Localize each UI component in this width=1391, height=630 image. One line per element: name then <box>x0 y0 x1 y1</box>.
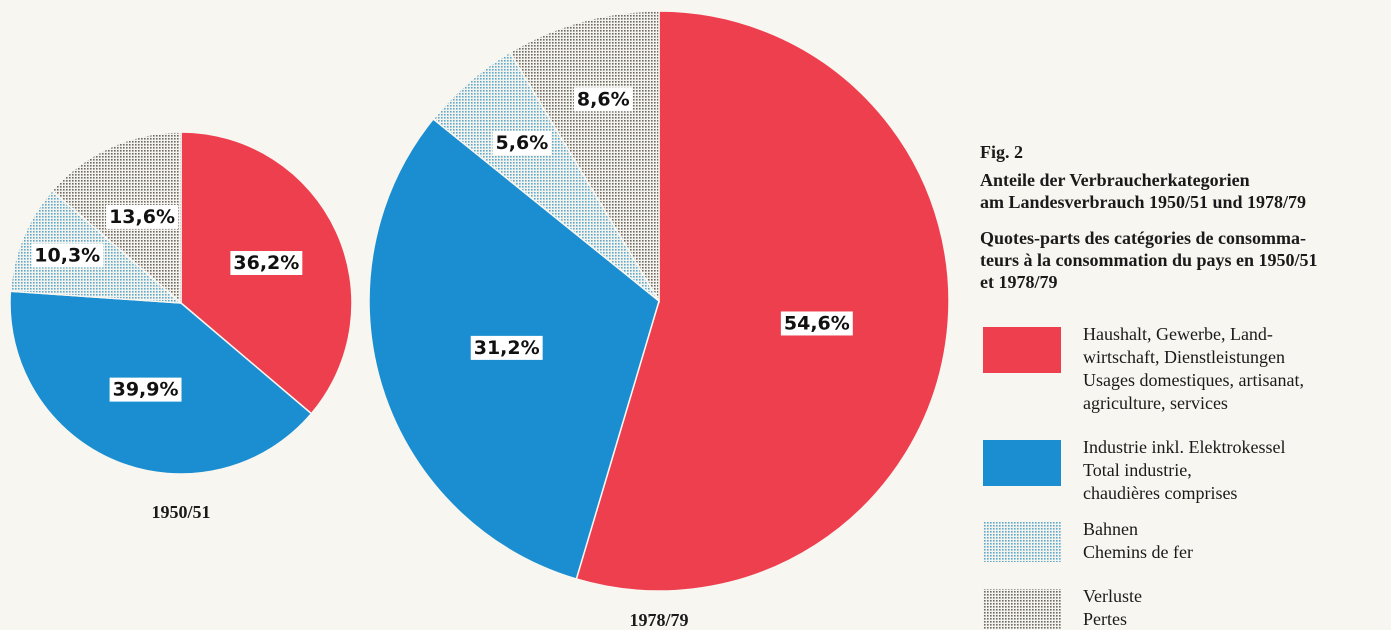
legend-text: agriculture, services <box>1083 393 1228 413</box>
value-label-bg <box>573 87 633 112</box>
legend-swatch <box>983 327 1061 373</box>
legend-text: Industrie inkl. Elektrokessel <box>1083 437 1285 457</box>
legend-text: Total industrie, <box>1083 460 1192 480</box>
value-label: 10,3% <box>34 244 100 266</box>
legend-text: Usages domestiques, artisanat, <box>1083 370 1304 390</box>
value-label-bg <box>106 204 178 229</box>
legend-swatch <box>983 589 1061 629</box>
legend-text: chaudières comprises <box>1083 483 1237 503</box>
pie-title: 1950/51 <box>151 502 210 522</box>
value-label-bg <box>470 335 543 360</box>
value-label: 39,9% <box>113 379 179 401</box>
title-de: am Landesverbrauch 1950/51 und 1978/79 <box>980 192 1306 212</box>
value-label-bg <box>230 250 303 275</box>
value-label: 13,6% <box>109 206 175 228</box>
value-label-bg <box>492 131 552 156</box>
title-de: Anteile der Verbraucherkategorien <box>980 170 1250 190</box>
pie-slice <box>508 10 660 304</box>
legend-swatch <box>983 440 1061 486</box>
value-label: 8,6% <box>577 88 630 110</box>
pie-slice <box>575 10 950 592</box>
legend-text: Bahnen <box>1083 519 1138 539</box>
title-fr: teurs à la consommation du pays en 1950/… <box>980 250 1318 270</box>
legend-text: Pertes <box>1083 609 1127 629</box>
value-label-bg <box>31 243 104 268</box>
value-label: 31,2% <box>474 337 540 359</box>
value-label: 5,6% <box>496 132 549 154</box>
legend-text: Haushalt, Gewerbe, Land- <box>1083 324 1273 344</box>
value-label: 54,6% <box>784 312 850 334</box>
legend-swatch <box>983 522 1061 562</box>
value-label: 36,2% <box>233 252 299 274</box>
figure-label: Fig. 2 <box>980 142 1023 162</box>
pie-title: 1978/79 <box>629 610 688 630</box>
value-label-bg <box>109 377 182 402</box>
title-fr: Quotes-parts des catégories de consomma- <box>980 228 1306 248</box>
legend-text: Verluste <box>1083 586 1142 606</box>
legend-text: wirtschaft, Dienstleistungen <box>1083 347 1285 367</box>
legend-text: Chemins de fer <box>1083 542 1193 562</box>
value-label-bg <box>780 311 853 336</box>
title-fr: et 1978/79 <box>980 272 1057 292</box>
